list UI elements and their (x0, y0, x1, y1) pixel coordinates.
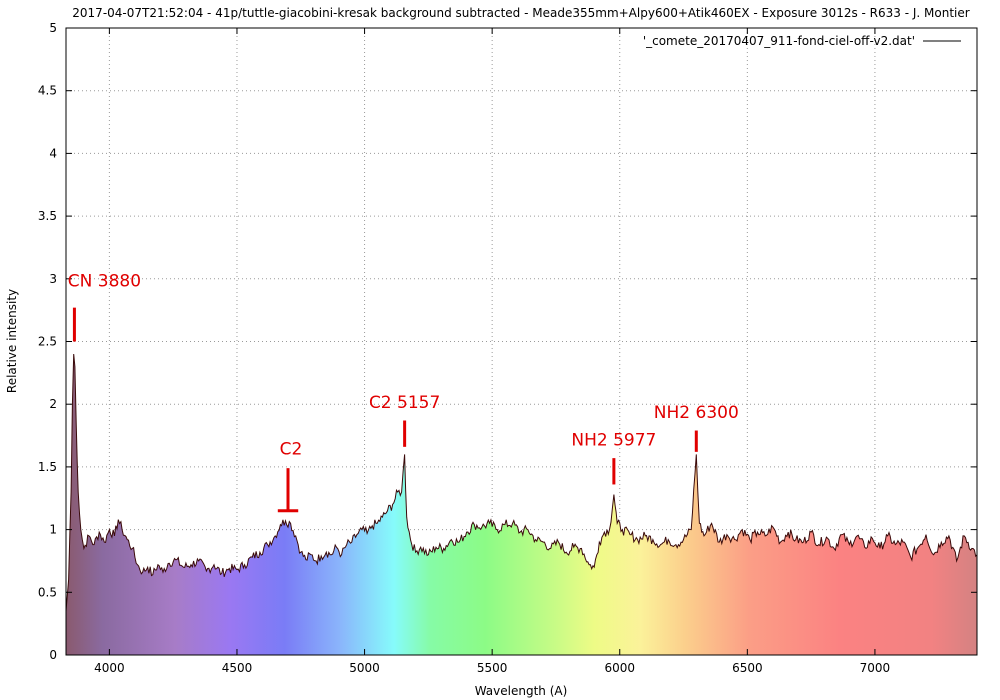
y-tick-label: 2.5 (38, 335, 57, 349)
y-tick-label: 1.5 (38, 460, 57, 474)
legend: '_comete_20170407_911-fond-ciel-off-v2.d… (643, 34, 961, 48)
x-axis-ticks: 4000 4500 5000 5500 6000 6500 7000 (94, 28, 890, 675)
y-axis-label: Relative intensity (5, 289, 19, 393)
y-tick-label: 4 (49, 146, 57, 160)
spectrum-area-fill (66, 354, 977, 655)
chart-title: 2017-04-07T21:52:04 - 41p/tuttle-giacobi… (72, 6, 969, 20)
legend-label: '_comete_20170407_911-fond-ciel-off-v2.d… (643, 34, 915, 48)
y-tick-label: 5 (49, 21, 57, 35)
x-tick-label: 6000 (604, 661, 635, 675)
y-tick-label: 0 (49, 648, 57, 662)
x-tick-label: 4000 (94, 661, 125, 675)
grid-lines (66, 28, 977, 655)
y-tick-label: 0.5 (38, 585, 57, 599)
annotation-label: C2 5157 (369, 393, 440, 413)
x-tick-label: 4500 (222, 661, 253, 675)
y-axis-ticks: 0 0.5 1 1.5 2 2.5 3 3.5 4 4.5 5 (38, 21, 977, 662)
x-tick-label: 6500 (732, 661, 763, 675)
spectrum-series-line (65, 353, 978, 612)
annotation-label: NH2 5977 (571, 431, 656, 451)
annotation-label: CN 3880 (68, 271, 141, 291)
y-tick-label: 4.5 (38, 84, 57, 98)
y-tick-label: 3 (49, 272, 57, 286)
y-tick-label: 1 (49, 523, 57, 537)
emission-annotations: CN 3880 C2 C2 5157 NH2 5977 NH2 6300 (68, 271, 739, 513)
annotation-label: C2 (280, 439, 303, 459)
y-tick-label: 2 (49, 397, 57, 411)
x-tick-label: 7000 (860, 661, 891, 675)
x-tick-label: 5000 (349, 661, 380, 675)
y-tick-label: 3.5 (38, 209, 57, 223)
annotation-label: NH2 6300 (654, 403, 739, 423)
x-tick-label: 5500 (477, 661, 508, 675)
x-axis-label: Wavelength (A) (475, 684, 568, 698)
